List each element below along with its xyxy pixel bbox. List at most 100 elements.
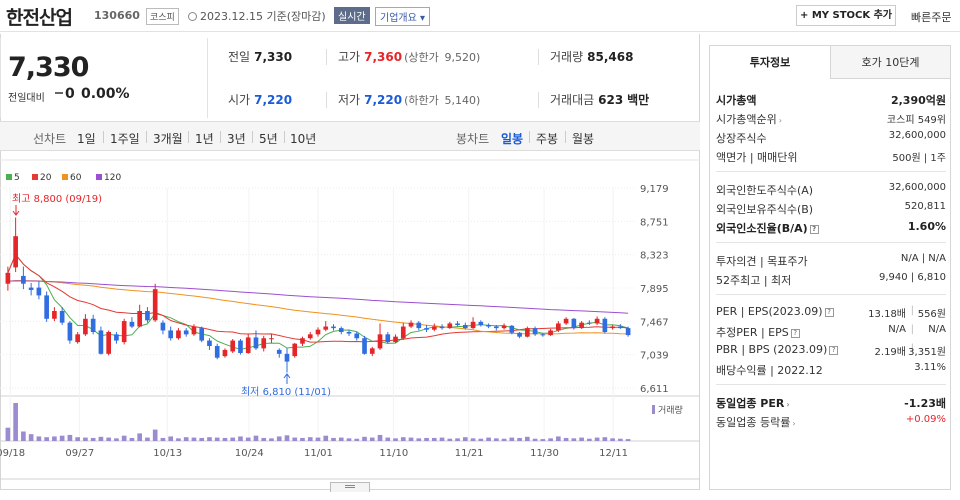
candle-body bbox=[556, 323, 561, 331]
resize-handle[interactable] bbox=[330, 482, 370, 492]
ma120-line bbox=[7, 280, 629, 314]
volume-bar bbox=[90, 437, 96, 441]
tab-10y[interactable]: 10년 bbox=[290, 132, 317, 146]
candle-body bbox=[191, 326, 197, 335]
tab-monthly[interactable]: 월봉 bbox=[572, 132, 595, 146]
x-tick-label: 10/13 bbox=[153, 448, 182, 459]
candle-body bbox=[67, 322, 73, 341]
volume-bar bbox=[75, 437, 80, 441]
info-value-secondary: N/A bbox=[928, 324, 946, 335]
info-row: 시가총액 2,390억원 bbox=[716, 90, 946, 109]
flat-icon bbox=[55, 92, 63, 94]
candle-body bbox=[563, 318, 569, 324]
volume-bar bbox=[168, 436, 174, 441]
trade-amount: 거래대금 623 백만 bbox=[550, 93, 650, 107]
realtime-button[interactable]: 실시간 bbox=[334, 7, 370, 24]
mystock-add-button[interactable]: + MY STOCK 추가 bbox=[796, 5, 896, 26]
tab-3m[interactable]: 3개월 bbox=[153, 132, 183, 146]
volume-bar bbox=[424, 437, 429, 441]
info-label: PER | EPS(2023.09)? bbox=[716, 305, 834, 318]
volume-legend-swatch bbox=[652, 405, 655, 414]
company-overview-dropdown[interactable]: 기업개요 ▾ bbox=[375, 7, 431, 26]
high-annotation: 최고 8,800 (09/19) bbox=[12, 193, 102, 205]
info-row: 추정PER | EPS? N/A | N/A bbox=[716, 322, 946, 341]
volume-bar bbox=[121, 435, 127, 441]
candle-body bbox=[338, 328, 344, 333]
candle-body bbox=[346, 332, 352, 334]
info-label: 상장주식수 bbox=[716, 132, 767, 145]
info-row: 52주최고 | 최저 9,940 | 6,810 bbox=[716, 270, 946, 289]
candle-body bbox=[548, 330, 553, 336]
tab-investment-info[interactable]: 투자정보 bbox=[710, 46, 830, 79]
info-label: 시가총액 bbox=[716, 94, 757, 107]
candle-body bbox=[517, 332, 522, 337]
tab-orderbook-10[interactable]: 호가 10단계 bbox=[830, 46, 950, 79]
info-label: 외국인소진율(B/A)? bbox=[716, 220, 819, 236]
candle-body bbox=[207, 340, 212, 347]
tab-3y[interactable]: 3년 bbox=[227, 132, 246, 146]
candle-body bbox=[152, 289, 158, 321]
candle-body bbox=[137, 310, 143, 327]
info-value-primary: 13.18배 bbox=[868, 309, 906, 320]
info-label: 투자의견 | 목표주가 bbox=[716, 255, 808, 268]
candle-body bbox=[106, 332, 111, 354]
tab-1y[interactable]: 1년 bbox=[195, 132, 214, 146]
market-badge: 코스피 bbox=[146, 8, 179, 25]
help-icon[interactable]: ? bbox=[790, 329, 800, 338]
volume-bar bbox=[222, 437, 228, 441]
stock-code: 130660 bbox=[94, 9, 140, 22]
chevron-right-icon[interactable]: › bbox=[778, 116, 782, 125]
candle-body bbox=[160, 322, 166, 331]
candle-body bbox=[5, 272, 11, 284]
volume-bar bbox=[346, 438, 352, 441]
candle-body bbox=[199, 328, 205, 341]
price-chart[interactable]: 9,179 8,751 8,323 7,895 7,467 7,039 6,611 09/18… bbox=[0, 0, 700, 480]
info-value: 32,600,000 bbox=[888, 182, 946, 193]
candle-body bbox=[129, 321, 135, 327]
volume-bar bbox=[447, 438, 453, 441]
candle-body bbox=[331, 326, 336, 329]
info-label: 배당수익률 | 2022.12 bbox=[716, 364, 823, 377]
candle-body bbox=[447, 323, 453, 329]
volume-bar bbox=[625, 439, 631, 441]
candle-body bbox=[230, 340, 236, 352]
volume-bar bbox=[486, 437, 491, 441]
side-divider bbox=[716, 171, 946, 172]
volume-bar bbox=[408, 437, 414, 441]
info-label: 외국인보유주식수(B) bbox=[716, 203, 814, 216]
tab-5y[interactable]: 5년 bbox=[259, 132, 278, 146]
volume-bar bbox=[602, 437, 608, 441]
help-icon[interactable]: ? bbox=[824, 308, 834, 317]
y-tick-label: 6,611 bbox=[640, 384, 669, 395]
volume-bar bbox=[470, 438, 476, 441]
volume-bar bbox=[525, 436, 530, 441]
candle-body bbox=[238, 340, 243, 354]
volume-bar bbox=[556, 436, 561, 441]
tab-1d[interactable]: 1일 bbox=[77, 132, 96, 146]
tab-weekly[interactable]: 주봉 bbox=[536, 132, 559, 146]
candle-body bbox=[145, 310, 150, 321]
ma20-line bbox=[7, 253, 629, 343]
tab-1w[interactable]: 1주일 bbox=[110, 132, 140, 146]
candle-body bbox=[416, 322, 422, 329]
side-tabs: 투자정보 호가 10단계 bbox=[710, 46, 950, 79]
tab-daily[interactable]: 일봉 bbox=[501, 132, 524, 146]
x-tick-label: 11/30 bbox=[530, 448, 559, 459]
volume-bar bbox=[362, 436, 367, 441]
chevron-right-icon[interactable]: › bbox=[792, 419, 796, 428]
candle-body bbox=[21, 275, 26, 284]
candle-body bbox=[292, 343, 298, 357]
volume-bar bbox=[28, 434, 34, 441]
info-row: PER | EPS(2023.09)? 13.18배 | 556원 bbox=[716, 303, 946, 322]
candle-body bbox=[36, 287, 42, 296]
volume-bar bbox=[183, 437, 189, 441]
chevron-right-icon[interactable]: › bbox=[786, 400, 790, 409]
quick-order-link[interactable]: 빠른주문 bbox=[911, 11, 952, 24]
help-icon[interactable]: ? bbox=[829, 346, 839, 355]
info-value: N/A | N/A bbox=[900, 253, 946, 264]
volume-bar bbox=[439, 437, 445, 441]
help-icon[interactable]: ? bbox=[809, 225, 819, 234]
info-value: 9,940 | 6,810 bbox=[879, 272, 946, 283]
info-value: 520,811 bbox=[904, 201, 946, 212]
volume-bar bbox=[385, 437, 391, 441]
